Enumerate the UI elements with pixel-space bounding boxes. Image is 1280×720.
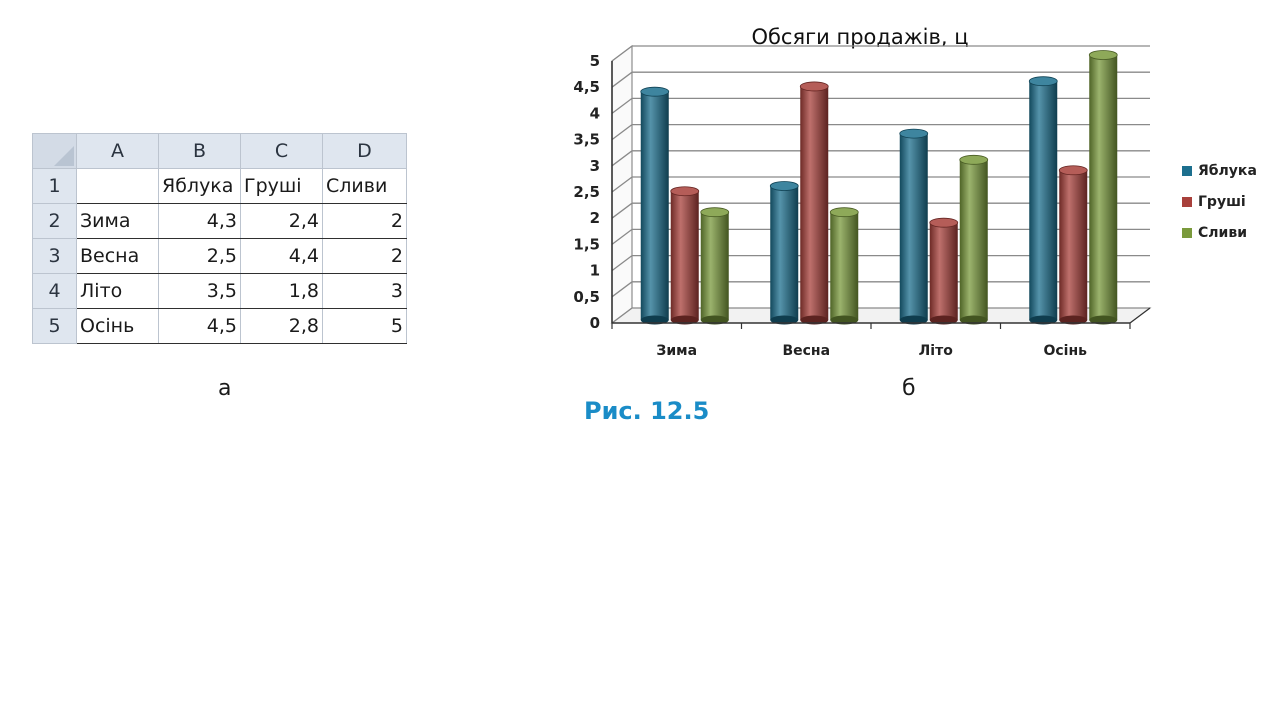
bar-Груші-Зима	[670, 186, 700, 325]
bar-Яблука-Весна	[769, 181, 799, 325]
table-row: 4 Літо 3,5 1,8 3	[32, 273, 407, 309]
cell-b2[interactable]: 4,3	[158, 203, 241, 239]
cell-b1[interactable]: Яблука	[158, 168, 241, 204]
legend-swatch	[1182, 166, 1192, 176]
cell-a1[interactable]	[76, 168, 159, 204]
y-tick-label: 0	[590, 314, 600, 332]
gridline	[611, 71, 1150, 88]
table-row: 3 Весна 2,5 4,4 2	[32, 238, 407, 274]
gridline	[611, 150, 1150, 167]
cell-d4[interactable]: 3	[322, 273, 407, 309]
y-tick-label: 3	[590, 157, 600, 175]
legend-swatch	[1182, 197, 1192, 207]
subfigure-label-b: б	[902, 376, 916, 401]
legend-item-Яблука: Яблука	[1182, 163, 1257, 179]
bar-Яблука-Зима	[640, 86, 670, 325]
gridline	[611, 45, 1150, 62]
cell-a3[interactable]: Весна	[76, 238, 159, 274]
bar-Сливи-Літо	[959, 154, 989, 325]
cell-d5[interactable]: 5	[322, 308, 407, 344]
y-tick-label: 4	[590, 104, 600, 122]
x-tick-label: Літо	[919, 343, 954, 359]
cell-a4[interactable]: Літо	[76, 273, 159, 309]
x-tick-label: Зима	[656, 343, 697, 359]
cell-a2[interactable]: Зима	[76, 203, 159, 239]
row-header[interactable]: 2	[32, 203, 77, 239]
chart-title: Обсяги продажів, ц	[751, 25, 968, 49]
table-row: 2 Зима 4,3 2,4 2	[32, 203, 407, 239]
y-tick-label: 2	[590, 209, 600, 227]
bar-Груші-Осінь	[1058, 165, 1088, 325]
legend-label: Сливи	[1198, 225, 1247, 241]
legend-swatch	[1182, 228, 1192, 238]
table-row: 5 Осінь 4,5 2,8 5	[32, 308, 407, 344]
legend-item-Сливи: Сливи	[1182, 225, 1247, 241]
column-header-c[interactable]: C	[240, 133, 323, 169]
bar-Сливи-Весна	[829, 207, 859, 325]
y-tick-label: 0,5	[573, 288, 600, 306]
select-all-corner[interactable]	[32, 133, 77, 169]
row-header[interactable]: 3	[32, 238, 77, 274]
cell-c2[interactable]: 2,4	[240, 203, 323, 239]
cell-c4[interactable]: 1,8	[240, 273, 323, 309]
column-header-b[interactable]: B	[158, 133, 241, 169]
spreadsheet-table: A B C D 1 Яблука Груші Сливи 2 Зима 4,3 2,4 2 3 Ве…	[32, 133, 407, 344]
column-header-row: A B C D	[32, 133, 407, 169]
column-header-d[interactable]: D	[322, 133, 407, 169]
y-tick-label: 2,5	[573, 183, 600, 201]
y-tick-label: 4,5	[573, 78, 600, 96]
x-tick-label: Осінь	[1043, 343, 1087, 359]
row-header[interactable]: 4	[32, 273, 77, 309]
cell-c1[interactable]: Груші	[240, 168, 323, 204]
legend-label: Груші	[1198, 194, 1246, 210]
y-tick-label: 1	[590, 262, 600, 280]
column-header-a[interactable]: A	[76, 133, 159, 169]
cell-d2[interactable]: 2	[322, 203, 407, 239]
subfigure-label-a: а	[218, 376, 232, 401]
sales-chart: Обсяги продажів, ц 0 0,5 1 1,5 2 2,5 3 3,5 4 4,5 5…	[573, 25, 1257, 359]
bar-Сливи-Осінь	[1088, 50, 1118, 325]
row-header[interactable]: 5	[32, 308, 77, 344]
x-tick-label: Весна	[782, 343, 830, 359]
bar-Груші-Весна	[799, 81, 829, 325]
cell-d3[interactable]: 2	[322, 238, 407, 274]
legend-item-Груші: Груші	[1182, 194, 1246, 210]
legend-label: Яблука	[1198, 163, 1257, 179]
cell-a5[interactable]: Осінь	[76, 308, 159, 344]
chart-axes: 0 0,5 1 1,5 2 2,5 3 3,5 4 4,5 5 Зима Весна Літо Осінь	[573, 52, 1151, 359]
y-tick-label: 3,5	[573, 131, 600, 149]
cell-d1[interactable]: Сливи	[322, 168, 407, 204]
cell-c5[interactable]: 2,8	[240, 308, 323, 344]
bar-Яблука-Літо	[899, 128, 929, 325]
row-header[interactable]: 1	[32, 168, 77, 204]
figure-caption: Рис. 12.5	[584, 397, 710, 425]
gridline	[611, 97, 1150, 114]
chart-legend: Яблука Груші Сливи	[1182, 163, 1257, 241]
bar-Груші-Літо	[929, 217, 959, 325]
cell-c3[interactable]: 4,4	[240, 238, 323, 274]
y-tick-label: 5	[590, 52, 600, 70]
bar-Сливи-Зима	[700, 207, 730, 325]
cell-b3[interactable]: 2,5	[158, 238, 241, 274]
cell-b4[interactable]: 3,5	[158, 273, 241, 309]
bar-Яблука-Осінь	[1028, 76, 1058, 325]
table-row: 1 Яблука Груші Сливи	[32, 168, 407, 204]
cell-b5[interactable]: 4,5	[158, 308, 241, 344]
y-tick-label: 1,5	[573, 235, 600, 253]
gridline	[611, 123, 1150, 141]
chart-bars	[640, 50, 1118, 325]
